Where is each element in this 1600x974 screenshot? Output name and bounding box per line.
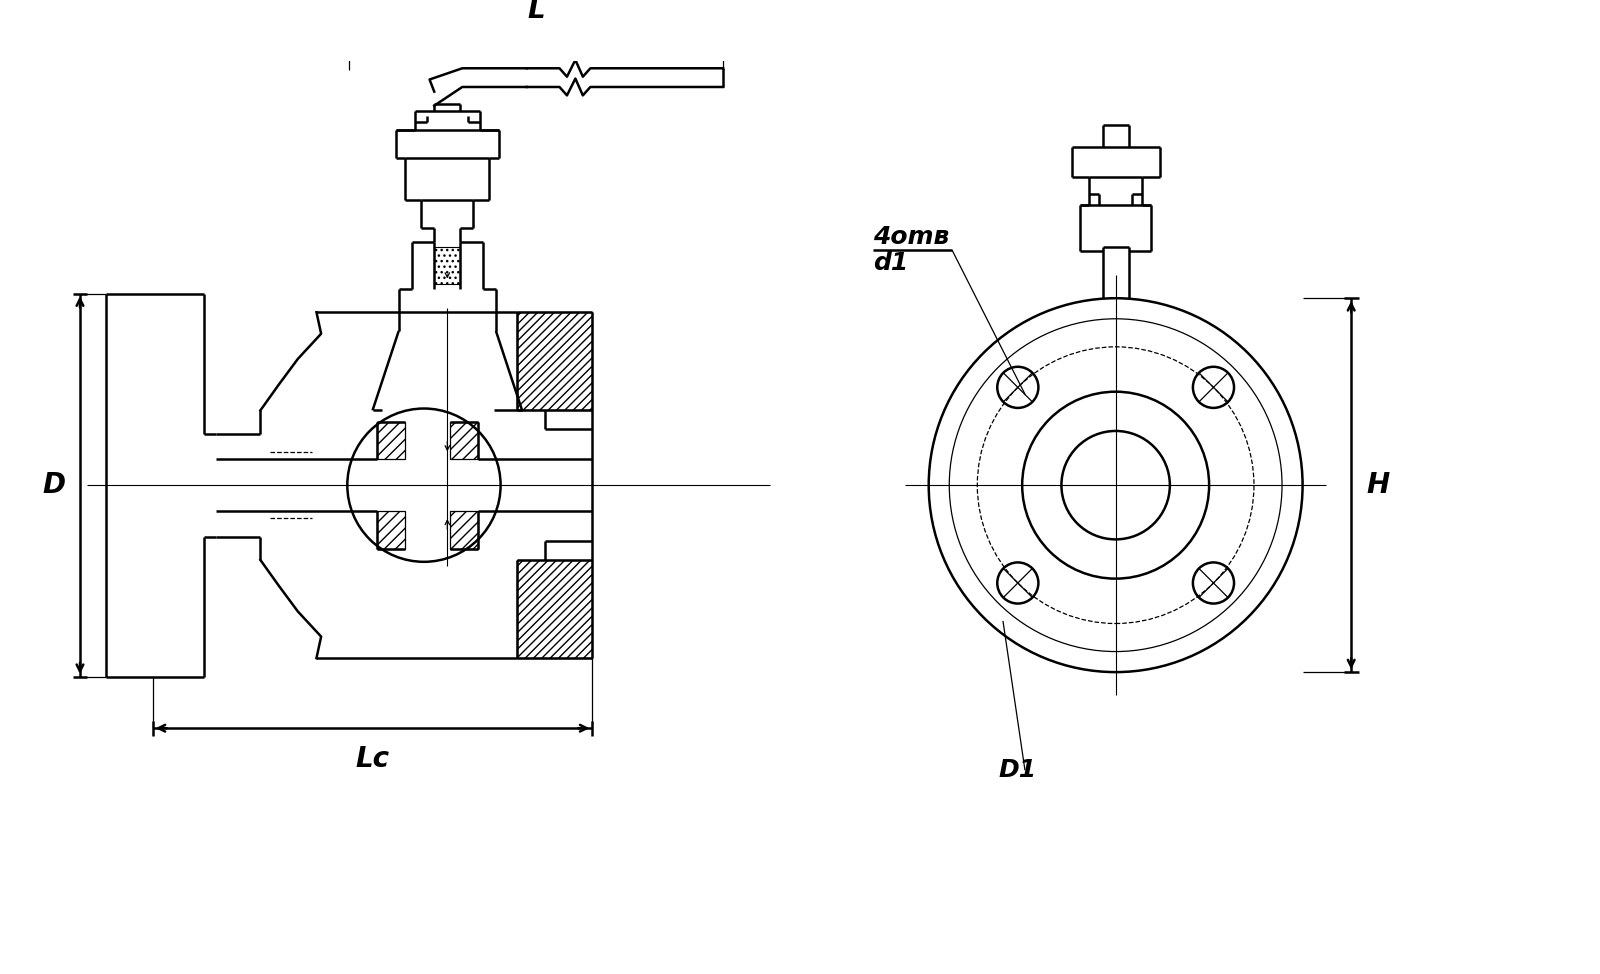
- Bar: [378, 511, 405, 548]
- Text: D1: D1: [998, 758, 1037, 782]
- Bar: [378, 422, 405, 459]
- Bar: [450, 511, 478, 548]
- Text: L: L: [528, 0, 546, 24]
- Text: Lc: Lc: [355, 745, 390, 773]
- Text: d1: d1: [872, 250, 907, 275]
- Bar: [450, 422, 478, 459]
- Bar: [517, 313, 592, 410]
- Bar: [434, 246, 461, 284]
- Text: H: H: [1366, 471, 1389, 499]
- Text: 4omв: 4omв: [872, 225, 949, 249]
- Text: D: D: [42, 471, 66, 499]
- Bar: [517, 560, 592, 658]
